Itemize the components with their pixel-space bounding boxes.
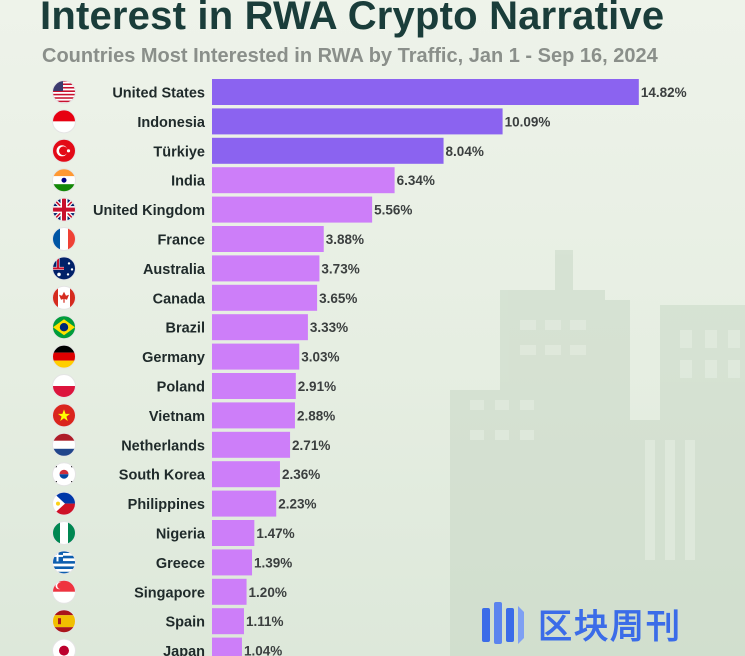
value-label: 2.23% (278, 497, 316, 512)
bar (212, 284, 318, 311)
bar (212, 314, 308, 341)
category-label: Brazil (166, 321, 206, 337)
value-label: 3.33% (310, 320, 348, 335)
value-label: 1.11% (246, 614, 284, 629)
category-label: Indonesia (137, 115, 206, 131)
bar (212, 461, 280, 488)
bar (212, 108, 503, 135)
flag-br-icon (52, 315, 76, 340)
value-label: 6.34% (397, 173, 435, 188)
flag-nl-icon (52, 432, 76, 457)
flag-fr-icon (52, 227, 76, 251)
flag-vn-icon (52, 403, 76, 428)
flag-ng-icon (52, 521, 76, 545)
category-label: India (171, 174, 206, 190)
category-label: United Kingdom (93, 203, 205, 219)
flag-es-icon (52, 609, 76, 634)
category-label: Vietnam (149, 409, 205, 425)
bar (212, 255, 320, 282)
bar (212, 520, 255, 546)
category-label: South Korea (119, 468, 206, 484)
value-label: 1.39% (254, 555, 292, 570)
flag-sg-icon (52, 579, 76, 604)
bar (212, 549, 253, 576)
brand-logo: 区块周刊 (478, 598, 728, 648)
category-label: Nigeria (156, 527, 206, 543)
bar (212, 608, 244, 635)
category-label: Philippines (128, 497, 205, 513)
bar (212, 137, 444, 164)
value-label: 1.20% (249, 585, 287, 600)
value-label: 2.88% (297, 408, 335, 423)
bar (212, 167, 395, 194)
value-label: 2.71% (292, 438, 330, 453)
value-label: 2.91% (298, 379, 336, 394)
bar (212, 373, 296, 399)
flag-ph-icon (52, 491, 76, 516)
value-label: 5.56% (374, 203, 412, 218)
value-label: 2.36% (282, 467, 320, 482)
flag-gr-icon (52, 550, 76, 575)
category-label: United States (112, 86, 205, 102)
bar (212, 343, 300, 370)
flag-us-icon (52, 80, 76, 104)
value-label: 1.47% (256, 526, 294, 541)
value-label: 3.88% (326, 232, 364, 247)
brand-logo-icon (482, 602, 524, 644)
value-label: 3.65% (319, 291, 357, 306)
bar (212, 637, 242, 656)
flag-tr-icon (52, 138, 76, 163)
value-label: 8.04% (446, 144, 484, 159)
bar (212, 431, 291, 458)
flag-kr-icon (52, 462, 76, 487)
value-label: 3.73% (321, 261, 359, 276)
bar (212, 402, 295, 429)
brand-logo-text: 区块周刊 (538, 606, 682, 647)
value-label: 14.82% (641, 85, 687, 100)
category-label: Canada (153, 291, 206, 307)
value-label: 10.09% (505, 114, 551, 129)
chart-title: Interest in RWA Crypto Narrative (40, 0, 665, 38)
bar (212, 226, 324, 252)
bar (212, 578, 247, 605)
flag-au-icon (52, 256, 76, 281)
flag-ca-icon (52, 285, 76, 310)
value-label: 3.03% (301, 350, 339, 365)
category-label: Türkiye (153, 144, 205, 160)
flag-jp-icon (52, 638, 76, 656)
category-label: Poland (157, 380, 205, 396)
flag-id-icon (52, 109, 76, 134)
category-label: Singapore (134, 585, 205, 601)
flag-in-icon (52, 168, 76, 193)
bar (212, 79, 639, 105)
flag-de-icon (52, 344, 76, 369)
category-label: Spain (166, 615, 205, 631)
category-label: France (157, 233, 205, 249)
value-label: 1.04% (244, 644, 282, 656)
category-label: Australia (143, 262, 206, 278)
bar (212, 490, 277, 517)
category-label: Germany (142, 350, 205, 366)
category-label: Japan (163, 644, 205, 656)
flag-pl-icon (52, 374, 76, 398)
category-label: Netherlands (121, 438, 205, 454)
category-label: Greece (156, 556, 205, 572)
bar (212, 196, 373, 223)
flag-gb-icon (52, 197, 76, 222)
chart-subtitle: Countries Most Interested in RWA by Traf… (42, 45, 658, 67)
